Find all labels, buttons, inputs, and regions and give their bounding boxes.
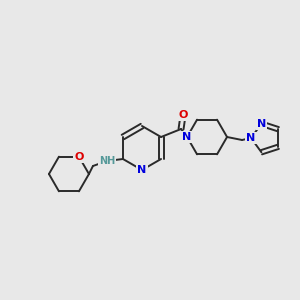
- Text: N: N: [182, 132, 192, 142]
- Text: N: N: [137, 165, 147, 175]
- Text: N: N: [257, 119, 266, 129]
- Text: O: O: [178, 110, 188, 120]
- Text: NH: NH: [99, 156, 115, 166]
- Text: O: O: [74, 152, 84, 162]
- Text: N: N: [246, 133, 256, 143]
